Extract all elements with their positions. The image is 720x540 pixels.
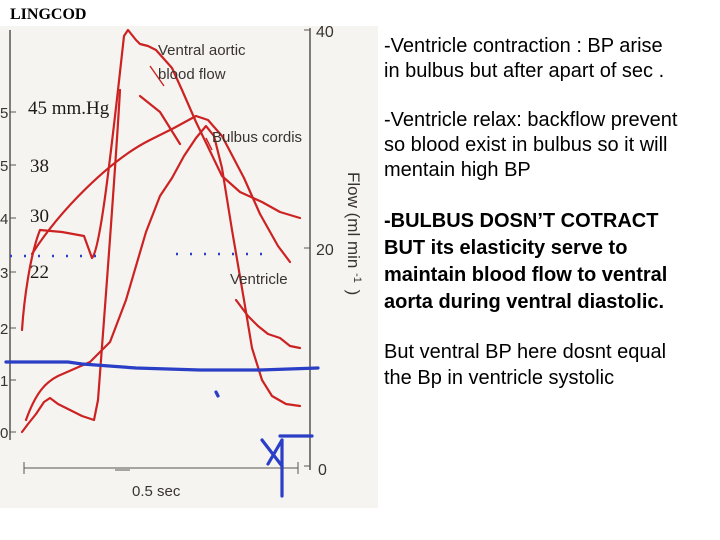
right-axis-title: Flow (ml min -1 ) [344, 172, 369, 295]
right-axis-title-close: ) [344, 290, 363, 296]
bullet-bulbus-elasticity: -BULBUS DOSN’T COTRACT BUT its elasticit… [384, 208, 720, 316]
bullet-ventricle-relax: -Ventricle relax: backflow prevent so bl… [384, 108, 720, 183]
bullet-line: maintain blood flow to ventral [384, 264, 668, 286]
left-tick-label: 4 [0, 211, 8, 228]
red-curves [20, 28, 302, 434]
pressure-45: 45 mm.Hg [28, 98, 110, 119]
bullet-line: in bulbus but after apart of sec . [384, 60, 665, 82]
bullet-line: aorta during ventral diastolic. [384, 291, 665, 313]
blue-annotations [4, 360, 320, 498]
blue-x-stroke-1 [260, 438, 284, 468]
blue-x-stroke-2 [266, 438, 284, 466]
aortic-label-line2: blood flow [158, 66, 226, 83]
left-tick-label: 3 [0, 265, 8, 282]
aortic-label-line1: Ventral aortic [158, 42, 246, 59]
bulbus-pressure-curve [30, 114, 292, 264]
left-tick-label: 1 [0, 373, 8, 390]
pressure-30: 30 [30, 206, 49, 227]
bullet-line: mentain high BP [384, 159, 531, 181]
aortic-flow-return [20, 88, 122, 434]
bullet-ventral-bp: But ventral BP here dosnt equal the Bp i… [384, 339, 720, 391]
bullet-ventricle-contraction: -Ventricle contraction : BP arise in bul… [384, 34, 720, 84]
figure-svg: 5 5 4 3 2 1 0 40 20 0 Flow (ml min -1 ) [0, 24, 378, 508]
left-tick-label: 0 [0, 425, 8, 442]
left-tick-label: 5 [0, 158, 8, 175]
right-tick-label: 40 [316, 24, 334, 41]
cardiac-flow-figure: 5 5 4 3 2 1 0 40 20 0 Flow (ml min -1 ) [0, 0, 378, 508]
bullet-line: so blood exist in bulbus so it will [384, 134, 668, 156]
right-tick-label: 20 [316, 242, 334, 259]
aortic-flow-curve [20, 28, 302, 332]
bulbus-label-pointer [138, 94, 182, 146]
svg-text:Flow (ml min -1: Flow (ml min -1 ) [344, 172, 369, 295]
bullet-line: -Ventricle contraction : BP arise [384, 35, 663, 57]
right-axis-ticks [304, 29, 310, 467]
slide-title: LINGCOD [10, 6, 87, 23]
blue-baseline [4, 360, 320, 372]
right-axis-title-sup: -1 [351, 273, 363, 283]
ventricle-label: Ventricle [230, 271, 288, 288]
time-label: 0.5 sec [132, 483, 181, 500]
bullet-line: -BULBUS DOSN’T COTRACT [384, 210, 659, 232]
bullet-line: BUT its elasticity serve to [384, 237, 628, 259]
ventricle-tail-curve [234, 298, 302, 350]
bullet-line: But ventral BP here dosnt equal [384, 341, 667, 363]
left-tick-label: 2 [0, 321, 8, 338]
right-axis-title-main: Flow (ml min [344, 172, 363, 268]
bulbus-label: Bulbus cordis [212, 129, 302, 146]
aortic-label-pointer [149, 65, 165, 87]
left-tick-label: 5 [0, 105, 8, 122]
pressure-38: 38 [30, 156, 49, 177]
right-tick-label: 0 [318, 462, 327, 479]
left-axis-ticks [10, 111, 16, 433]
bullet-line: the Bp in ventricle systolic [384, 367, 615, 389]
bulbus-pointer [205, 137, 213, 151]
pressure-22: 22 [30, 262, 49, 283]
blue-dot [214, 390, 220, 398]
bullet-line: -Ventricle relax: backflow prevent [384, 109, 678, 131]
